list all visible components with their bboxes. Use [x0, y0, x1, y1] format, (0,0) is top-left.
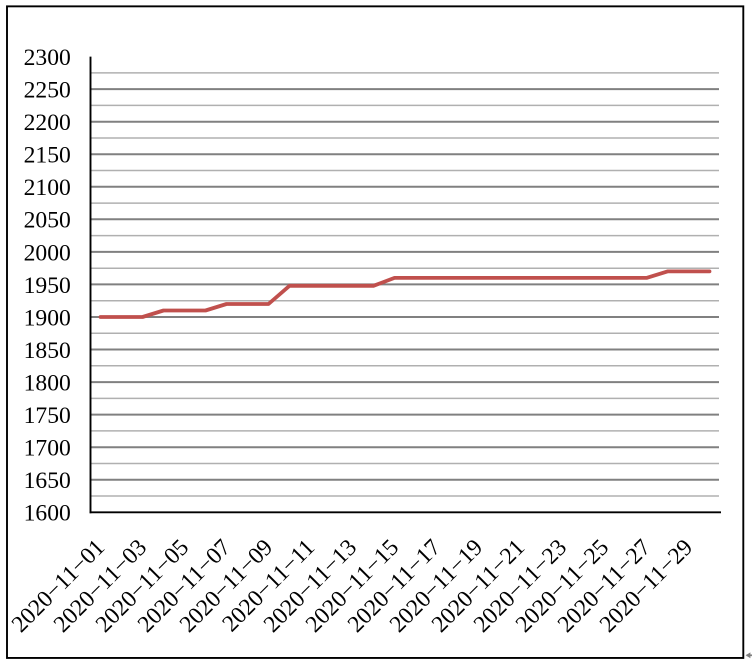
- svg-text:1950: 1950: [24, 273, 71, 299]
- svg-text:1850: 1850: [24, 338, 71, 364]
- svg-text:2250: 2250: [24, 78, 71, 104]
- svg-text:2100: 2100: [24, 175, 71, 201]
- svg-text:1600: 1600: [24, 501, 71, 527]
- svg-text:2050: 2050: [24, 208, 71, 234]
- svg-text:1750: 1750: [24, 403, 71, 429]
- svg-text:2000: 2000: [24, 240, 71, 266]
- svg-text:1700: 1700: [24, 436, 71, 462]
- svg-text:1800: 1800: [24, 371, 71, 397]
- svg-text:2200: 2200: [24, 110, 71, 136]
- svg-text:2300: 2300: [24, 45, 71, 71]
- svg-text:1900: 1900: [24, 305, 71, 331]
- svg-text:1650: 1650: [24, 468, 71, 494]
- svg-text:2150: 2150: [24, 143, 71, 169]
